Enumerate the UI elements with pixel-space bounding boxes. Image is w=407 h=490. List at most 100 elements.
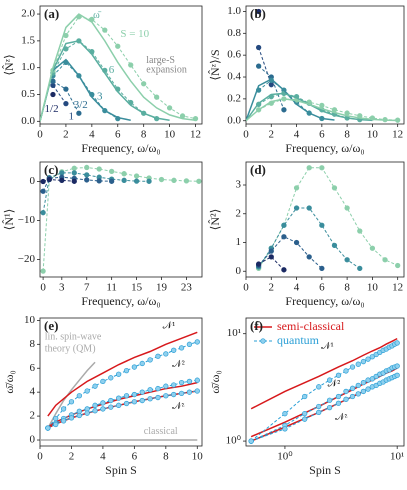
data-point — [53, 421, 59, 428]
data-point — [96, 166, 102, 172]
x-tick-label: 0 — [243, 282, 249, 294]
y-tick-label: 0.6 — [227, 49, 241, 61]
x-tick-label: 2 — [269, 282, 275, 294]
data-point — [59, 170, 65, 176]
legend-marker — [260, 338, 266, 344]
series-label: 1 — [69, 111, 75, 123]
data-point — [178, 345, 185, 351]
x-tick-label: 4 — [100, 451, 106, 463]
data-point — [349, 364, 356, 370]
x-tick-label: 10¹ — [390, 451, 404, 463]
data-point — [163, 383, 169, 389]
data-point — [194, 388, 200, 394]
x-tick-label: 10 — [192, 451, 204, 463]
plot-area — [40, 164, 202, 274]
data-point — [155, 394, 161, 401]
panel: 0 2 4 6 8 10 12 0.0 0.5 1.0 1.5 2.0 Frequency, ω/ω₀ ⟨… — [1, 5, 203, 155]
x-axis-label: Frequency, ω/ω₀ — [81, 294, 160, 308]
y-axis-label: ω̄/ω₀ — [2, 370, 16, 393]
data-point — [349, 393, 356, 400]
x-tick-label: 6 — [319, 129, 325, 141]
data-point — [178, 390, 185, 397]
x-tick-label: 2 — [63, 129, 69, 141]
data-point — [281, 107, 287, 113]
y-tick-label: 4 — [30, 386, 36, 398]
data-point — [316, 409, 322, 416]
y-tick-label: 1.5 — [21, 34, 35, 46]
y-tick-label: 0.0 — [227, 114, 241, 126]
data-point — [343, 368, 349, 374]
series-label: S = 10 — [120, 28, 149, 40]
data-point — [186, 378, 193, 385]
data-point — [293, 185, 300, 191]
x-axis-label: Spin S — [309, 463, 341, 477]
series-line — [258, 256, 285, 271]
panel-label: (e) — [44, 318, 58, 333]
series-line — [258, 236, 323, 269]
data-point — [326, 397, 333, 403]
data-point — [158, 176, 165, 183]
data-point — [268, 82, 274, 88]
x-tick-label: 19 — [156, 282, 168, 294]
data-point — [53, 415, 59, 422]
x-tick-label: 3 — [59, 282, 65, 294]
data-point — [255, 261, 262, 267]
x-tick-label: 8 — [141, 129, 147, 141]
y-tick-label: 10 — [24, 314, 36, 326]
data-point — [302, 416, 308, 422]
x-tick-label: 8 — [344, 282, 350, 294]
annotation: 𝒩ᶻ — [172, 401, 185, 412]
plot-area — [248, 337, 400, 444]
data-point — [335, 393, 342, 400]
series-line — [40, 40, 170, 122]
data-point — [141, 81, 147, 87]
data-point — [344, 205, 350, 211]
data-point — [369, 376, 375, 382]
series-label: 3/2 — [74, 99, 88, 111]
data-point — [394, 340, 400, 346]
y-tick-label: 0.8 — [227, 27, 241, 39]
annotation: 𝒩² — [328, 378, 341, 389]
data-point — [45, 425, 51, 431]
data-point — [108, 397, 114, 404]
y-tick-label: 10¹ — [227, 327, 241, 339]
y-tick-label: 3 — [236, 179, 242, 191]
data-point — [100, 400, 106, 406]
x-tick-label: 8 — [344, 129, 350, 141]
data-point — [146, 178, 152, 184]
legend-label: quantum — [277, 333, 320, 347]
data-point — [281, 267, 287, 273]
y-tick-label: 2 — [236, 207, 242, 219]
data-point — [40, 210, 46, 216]
plot-area — [40, 331, 200, 441]
data-point — [68, 399, 75, 405]
data-point — [139, 360, 145, 367]
annotation: 𝒩ᶻ — [335, 412, 348, 423]
plot-frame — [245, 5, 405, 125]
series-line — [52, 85, 67, 104]
data-point — [171, 177, 177, 183]
data-point — [76, 412, 82, 419]
y-axis-label: ⟨N̂²⟩ — [207, 209, 221, 231]
x-tick-label: 11 — [106, 282, 117, 294]
data-point — [255, 44, 262, 51]
data-point — [331, 242, 338, 249]
series-line — [40, 58, 131, 122]
data-point — [171, 391, 177, 398]
data-point — [282, 411, 288, 417]
data-point — [139, 389, 145, 395]
plot-area — [255, 165, 401, 273]
data-point — [92, 408, 98, 414]
data-point — [319, 265, 325, 272]
data-point — [319, 102, 325, 109]
x-tick-label: 15 — [131, 282, 143, 294]
data-point — [131, 399, 138, 405]
data-point — [394, 372, 400, 378]
data-point — [255, 63, 262, 69]
panel-label: (b) — [250, 6, 266, 21]
data-point — [109, 178, 115, 184]
data-point — [84, 410, 90, 416]
x-tick-label: 2 — [69, 451, 75, 463]
